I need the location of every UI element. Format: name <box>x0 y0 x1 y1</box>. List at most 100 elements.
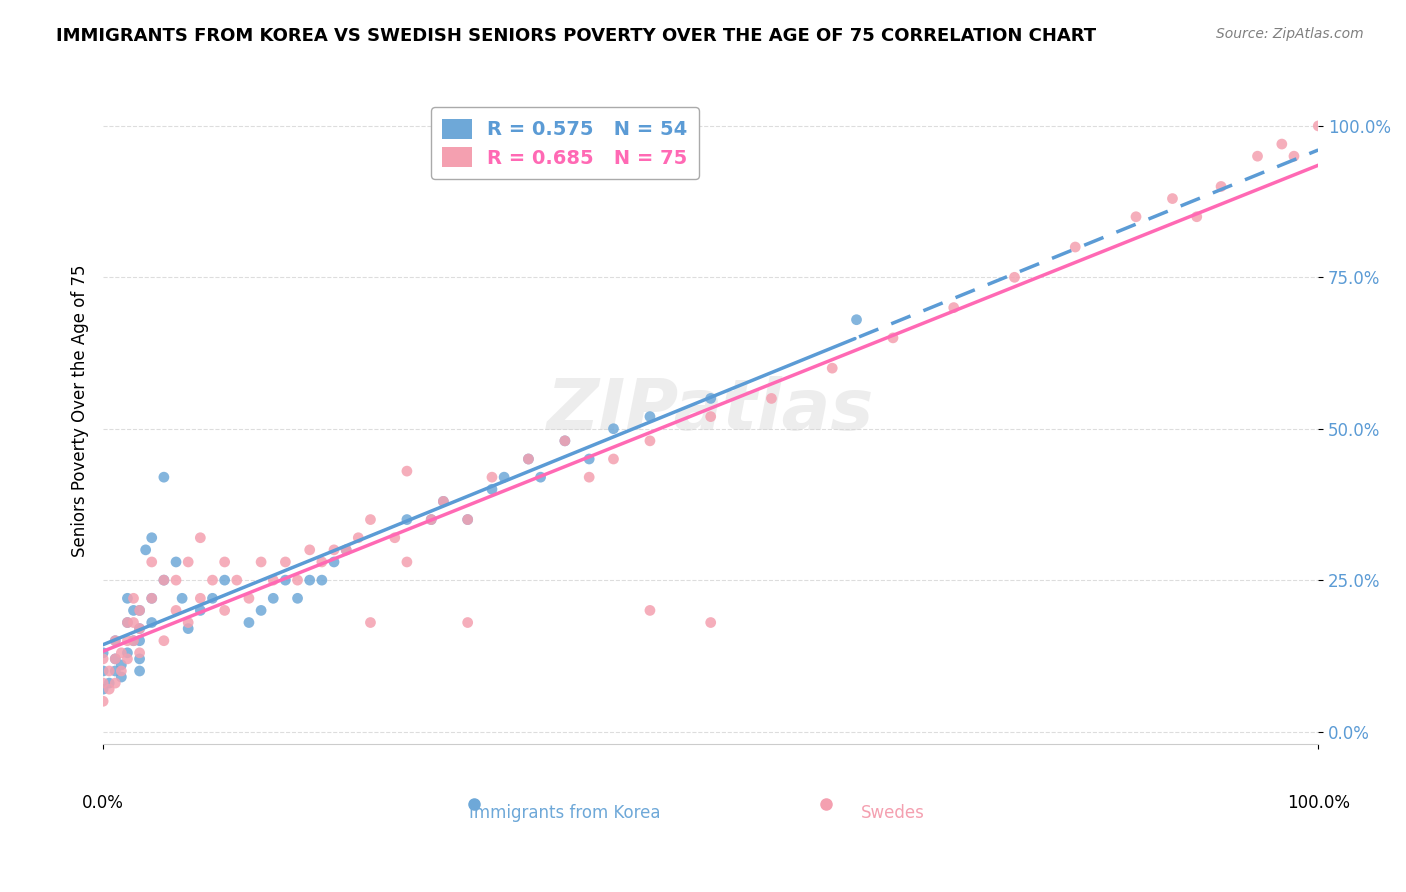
Point <box>298 573 321 587</box>
Point <box>91 694 114 708</box>
Point <box>602 452 624 467</box>
Point <box>262 591 284 606</box>
Point <box>225 573 247 587</box>
Point <box>117 633 139 648</box>
Point <box>110 664 132 678</box>
Point <box>122 633 145 648</box>
Point <box>250 555 273 569</box>
Point <box>214 603 236 617</box>
Text: Source: ZipAtlas.com: Source: ZipAtlas.com <box>1216 27 1364 41</box>
Point <box>117 646 139 660</box>
Point <box>323 542 346 557</box>
Point <box>153 470 176 484</box>
Point <box>91 652 114 666</box>
Point <box>457 615 479 630</box>
Point <box>287 591 309 606</box>
Point <box>638 409 661 424</box>
Point <box>153 633 176 648</box>
Point <box>128 622 150 636</box>
Y-axis label: Seniors Poverty Over the Age of 75: Seniors Poverty Over the Age of 75 <box>72 264 89 557</box>
Point <box>481 483 503 497</box>
Point <box>481 470 503 484</box>
Point <box>128 664 150 678</box>
Point <box>104 664 127 678</box>
Point <box>311 573 333 587</box>
Point <box>214 555 236 569</box>
Point <box>117 591 139 606</box>
Point <box>110 670 132 684</box>
Point <box>1308 119 1330 133</box>
Point <box>821 361 844 376</box>
Point <box>298 542 321 557</box>
Point <box>1185 210 1208 224</box>
Point <box>117 615 139 630</box>
Point <box>238 615 260 630</box>
Point <box>335 542 357 557</box>
Point <box>882 331 904 345</box>
Point <box>128 603 150 617</box>
Point <box>578 452 600 467</box>
Point <box>141 615 163 630</box>
Point <box>1282 149 1305 163</box>
Point <box>128 622 150 636</box>
Point <box>1271 137 1294 152</box>
Point <box>238 591 260 606</box>
Point <box>420 512 443 526</box>
Point <box>942 301 965 315</box>
Point <box>98 682 121 697</box>
Point <box>1004 270 1026 285</box>
Point <box>104 676 127 690</box>
Point <box>201 573 224 587</box>
Point <box>699 409 721 424</box>
Point <box>117 615 139 630</box>
Point <box>699 615 721 630</box>
Point <box>638 434 661 448</box>
Point <box>128 633 150 648</box>
Point <box>457 512 479 526</box>
Point <box>128 646 150 660</box>
Point <box>457 512 479 526</box>
Point <box>128 603 150 617</box>
Point <box>432 494 454 508</box>
Text: IMMIGRANTS FROM KOREA VS SWEDISH SENIORS POVERTY OVER THE AGE OF 75 CORRELATION : IMMIGRANTS FROM KOREA VS SWEDISH SENIORS… <box>56 27 1097 45</box>
Point <box>517 452 540 467</box>
Point <box>110 646 132 660</box>
Point <box>420 512 443 526</box>
Point <box>699 392 721 406</box>
Point <box>359 512 381 526</box>
Point <box>287 573 309 587</box>
Point <box>141 591 163 606</box>
Point <box>165 555 187 569</box>
Point <box>104 652 127 666</box>
Point <box>201 591 224 606</box>
Point <box>141 531 163 545</box>
Point <box>638 603 661 617</box>
Point <box>188 591 211 606</box>
Point <box>347 531 370 545</box>
Point <box>274 555 297 569</box>
Point <box>104 652 127 666</box>
Point <box>91 682 114 697</box>
Point <box>141 591 163 606</box>
Point <box>395 464 418 478</box>
Point <box>165 573 187 587</box>
Point <box>188 531 211 545</box>
Point <box>517 452 540 467</box>
Point <box>128 652 150 666</box>
Point <box>494 470 516 484</box>
Point <box>761 392 783 406</box>
Point <box>359 615 381 630</box>
Point <box>323 555 346 569</box>
Text: Swedes: Swedes <box>860 804 925 822</box>
Point <box>578 470 600 484</box>
Point <box>311 555 333 569</box>
Point <box>91 676 114 690</box>
Point <box>262 573 284 587</box>
Point <box>1161 192 1184 206</box>
Point <box>602 422 624 436</box>
Point <box>104 633 127 648</box>
Point <box>98 676 121 690</box>
Point <box>395 555 418 569</box>
Point <box>335 542 357 557</box>
Point <box>1125 210 1147 224</box>
